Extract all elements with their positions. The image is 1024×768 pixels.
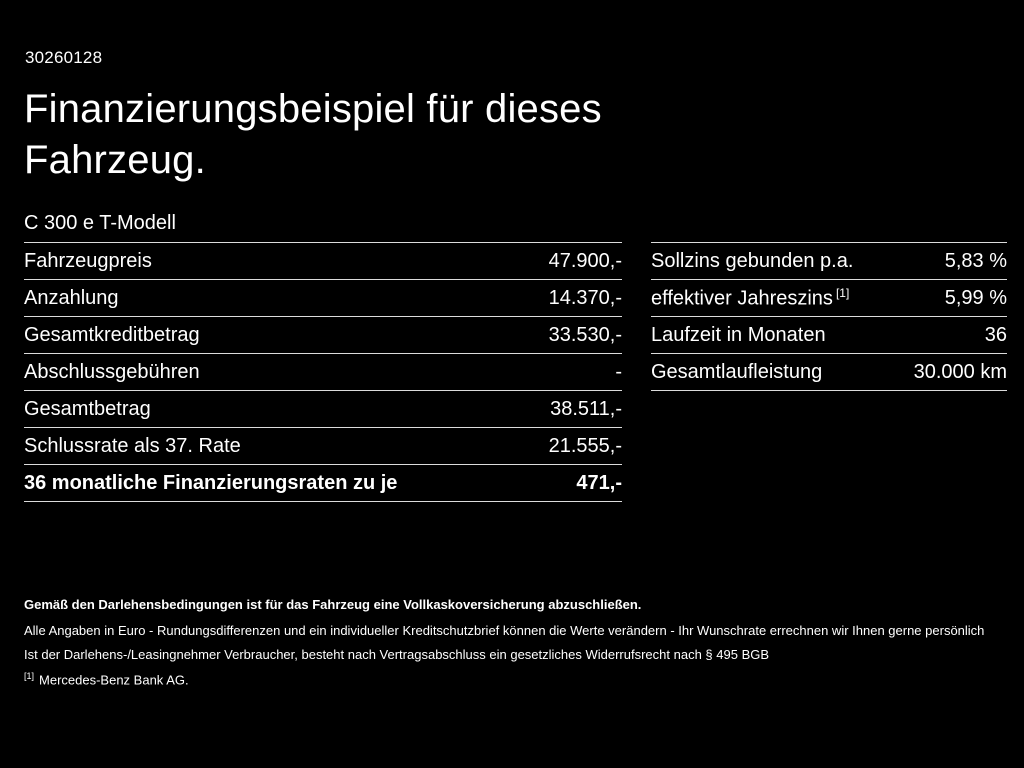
table-row: Sollzins gebunden p.a. 5,83 % (651, 243, 1007, 280)
footnote-reference: [1] (835, 285, 850, 300)
table-row: effektiver Jahreszins [1] 5,99 % (651, 280, 1007, 317)
table-row: Laufzeit in Monaten 36 (651, 317, 1007, 354)
footer-disclaimer-1: Alle Angaben in Euro - Rundungsdifferenz… (24, 623, 985, 638)
footer-insurance-note: Gemäß den Darlehensbedingungen ist für d… (24, 597, 642, 612)
table-row-monthly-rate: 36 monatliche Finanzierungsraten zu je 4… (24, 465, 622, 502)
row-value: 5,99 % (944, 286, 1007, 309)
footer-disclaimer-2: Ist der Darlehens-/Leasingnehmer Verbrau… (24, 647, 770, 662)
row-label: Laufzeit in Monaten (651, 323, 826, 346)
row-label: Gesamtlaufleistung (651, 360, 823, 383)
table-row: Schlussrate als 37. Rate 21.555,- (24, 428, 622, 465)
row-value: 47.900,- (548, 249, 622, 272)
row-value: - (615, 360, 622, 383)
footnote-marker: [1] (24, 671, 35, 681)
row-value: 471,- (576, 471, 622, 494)
footer-footnote: [1] Mercedes-Benz Bank AG. (24, 671, 1004, 688)
model-name: C 300 e T-Modell (24, 212, 176, 234)
row-label: 36 monatliche Finanzierungsraten zu je (24, 471, 398, 494)
row-value: 30.000 km (913, 360, 1007, 383)
row-label: effektiver Jahreszins [1] (651, 285, 850, 310)
table-row: Gesamtlaufleistung 30.000 km (651, 354, 1007, 391)
row-value: 36 (984, 323, 1007, 346)
financing-table-right: Sollzins gebunden p.a. 5,83 % effektiver… (651, 242, 1007, 391)
row-value: 14.370,- (548, 286, 622, 309)
row-label: Abschlussgebühren (24, 360, 200, 383)
financing-tables: Fahrzeugpreis 47.900,- Anzahlung 14.370,… (24, 242, 1007, 502)
row-label: Fahrzeugpreis (24, 249, 152, 272)
page-title-line1: Finanzierungsbeispiel für dieses (24, 87, 602, 131)
page-title: Finanzierungsbeispiel für dieses Fahrzeu… (24, 84, 602, 186)
table-row: Fahrzeugpreis 47.900,- (24, 243, 622, 280)
row-label: Sollzins gebunden p.a. (651, 249, 854, 272)
row-label: Schlussrate als 37. Rate (24, 434, 241, 457)
financing-table-left: Fahrzeugpreis 47.900,- Anzahlung 14.370,… (24, 242, 622, 502)
legal-footer: Gemäß den Darlehensbedingungen ist für d… (24, 598, 1004, 697)
table-row: Anzahlung 14.370,- (24, 280, 622, 317)
table-row: Gesamtbetrag 38.511,- (24, 391, 622, 428)
row-label: Gesamtbetrag (24, 397, 151, 420)
row-value: 21.555,- (548, 434, 622, 457)
table-row: Gesamtkreditbetrag 33.530,- (24, 317, 622, 354)
page-title-line2: Fahrzeug. (24, 137, 206, 182)
document-number: 30260128 (25, 48, 103, 67)
row-value: 33.530,- (548, 323, 622, 346)
row-value: 38.511,- (550, 397, 622, 420)
row-label: Anzahlung (24, 286, 119, 309)
row-label: Gesamtkreditbetrag (24, 323, 200, 346)
row-value: 5,83 % (944, 249, 1007, 272)
footnote-text: Mercedes-Benz Bank AG. (39, 672, 189, 688)
table-row: Abschlussgebühren - (24, 354, 622, 391)
